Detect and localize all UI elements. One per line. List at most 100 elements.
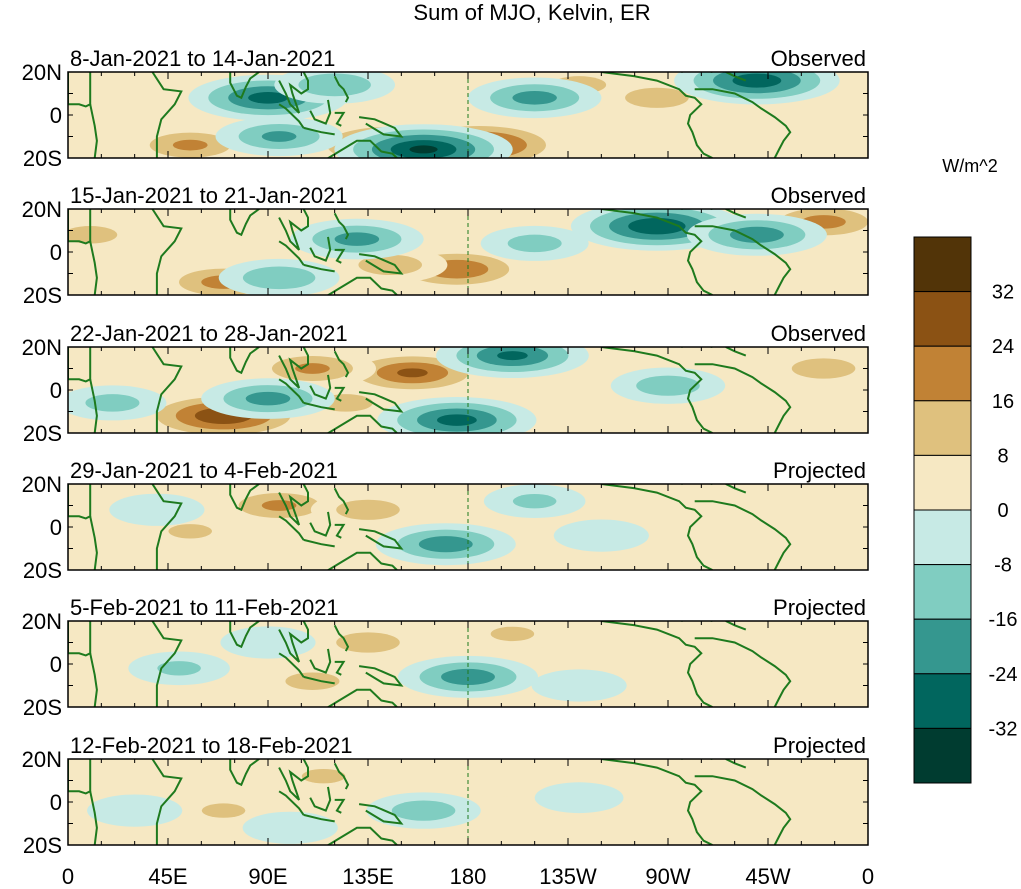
- anomaly-contour: [397, 368, 428, 378]
- coastline: [358, 253, 404, 275]
- anomaly-contour: [109, 493, 205, 526]
- coastline: [326, 826, 398, 845]
- coastline: [601, 72, 713, 158]
- coastline: [89, 653, 98, 707]
- coastline: [333, 762, 350, 790]
- colorbar-units: W/m^2: [942, 156, 997, 176]
- coastline: [89, 104, 98, 158]
- y-tick-label: 20N: [22, 335, 62, 360]
- panel-period-label: 8-Jan-2021 to 14-Jan-2021: [70, 46, 335, 71]
- anomaly-contour: [391, 800, 456, 821]
- x-tick-label: 90E: [248, 864, 287, 889]
- y-tick-label: 0: [50, 240, 62, 265]
- colorbar-tick-label: -32: [989, 718, 1018, 740]
- anomaly-contour: [625, 87, 689, 108]
- anomaly-contour: [157, 661, 201, 676]
- anomaly-contour: [409, 145, 438, 154]
- coastline: [334, 248, 346, 264]
- y-tick-label: 20S: [23, 421, 62, 446]
- colorbar-tick-label: -8: [994, 555, 1012, 577]
- map-panel: 29-Jan-2021 to 4-Feb-2021 Projected 20N 0 20…: [22, 458, 869, 583]
- coastline: [694, 500, 792, 570]
- colorbar-swatch: [913, 454, 972, 511]
- panel-period-label: 29-Jan-2021 to 4-Feb-2021: [70, 458, 338, 483]
- chart-title: Sum of MJO, Kelvin, ER: [413, 0, 650, 25]
- coastline: [89, 379, 98, 433]
- x-tick-label: 135W: [539, 864, 597, 889]
- coastline: [278, 347, 309, 389]
- anomaly-contour: [68, 226, 118, 244]
- coastline: [68, 209, 92, 245]
- anomaly-contour: [298, 73, 371, 97]
- coastline: [151, 209, 183, 295]
- y-tick-label: 20N: [22, 197, 62, 222]
- coastline: [309, 236, 332, 262]
- colorbar-swatch: [913, 673, 972, 729]
- anomaly-contour: [301, 769, 346, 784]
- anomaly-contour: [336, 499, 400, 520]
- coastline: [303, 675, 335, 685]
- coastline: [358, 391, 404, 413]
- coastline: [358, 528, 404, 550]
- anomaly-contour: [507, 234, 562, 253]
- y-tick-label: 0: [50, 790, 62, 815]
- coastline: [725, 347, 747, 357]
- colorbar-swatch: [913, 509, 972, 566]
- panel-period-label: 12-Feb-2021 to 18-Feb-2021: [70, 733, 353, 758]
- colorbar-tick-label: -16: [989, 609, 1018, 631]
- coastline: [151, 484, 183, 570]
- x-tick-label: 0: [862, 864, 874, 889]
- panel-status-label: Observed: [771, 321, 866, 346]
- colorbar: W/m^2 32 24 16 8 0 -8 -16 -24 -32: [913, 156, 1018, 784]
- x-tick-label: 45E: [148, 864, 187, 889]
- anomaly-contour: [636, 375, 700, 396]
- x-tick-label: 45W: [745, 864, 790, 889]
- coastline: [601, 209, 713, 295]
- coastline: [309, 648, 332, 674]
- anomaly-contour: [512, 494, 557, 509]
- y-tick-label: 0: [50, 378, 62, 403]
- map-panel: 8-Jan-2021 to 14-Jan-2021 Observed 20N 0 20S: [22, 46, 869, 171]
- anomaly-contour: [490, 626, 535, 642]
- coastline: [309, 374, 332, 400]
- colorbar-swatch: [913, 618, 972, 675]
- coastline: [334, 798, 346, 814]
- map-panel: 15-Jan-2021 to 21-Jan-2021 Observed 20N 0 20…: [22, 183, 869, 308]
- colorbar-swatch: [913, 400, 972, 456]
- coastline: [334, 523, 346, 539]
- colorbar-swatch: [913, 291, 972, 347]
- colorbar-swatch: [913, 236, 972, 293]
- coastline: [694, 637, 792, 707]
- anomaly-contour: [791, 358, 856, 379]
- anomaly-contour: [245, 391, 291, 406]
- colorbar-swatch: [913, 727, 972, 784]
- coastline: [725, 484, 747, 494]
- y-tick-label: 20S: [23, 695, 62, 720]
- coastline: [229, 759, 260, 787]
- coastline: [68, 484, 92, 520]
- colorbar-tick-label: 32: [992, 282, 1014, 304]
- map-panel: 12-Feb-2021 to 18-Feb-2021 Projected 20N 0 2…: [22, 733, 869, 858]
- coastline: [333, 624, 350, 652]
- anomaly-contour: [261, 131, 297, 142]
- coastline: [89, 516, 98, 570]
- coastline: [326, 688, 398, 707]
- coastline: [694, 225, 792, 295]
- coastline: [309, 511, 332, 537]
- anomaly-contour: [358, 254, 422, 276]
- coastline: [601, 759, 713, 845]
- colorbar-tick-label: 16: [992, 391, 1014, 413]
- coastline: [601, 347, 713, 433]
- coastline: [725, 209, 747, 219]
- coastline: [278, 515, 305, 541]
- colorbar-swatch: [913, 345, 972, 402]
- x-tick-label: 0: [62, 864, 74, 889]
- coastline: [326, 276, 398, 295]
- coastline: [278, 240, 305, 266]
- x-tick-label: 180: [450, 864, 487, 889]
- panel-status-label: Projected: [773, 733, 866, 758]
- y-tick-label: 20S: [23, 558, 62, 583]
- panel-status-label: Projected: [773, 595, 866, 620]
- anomaly-contour: [172, 139, 208, 151]
